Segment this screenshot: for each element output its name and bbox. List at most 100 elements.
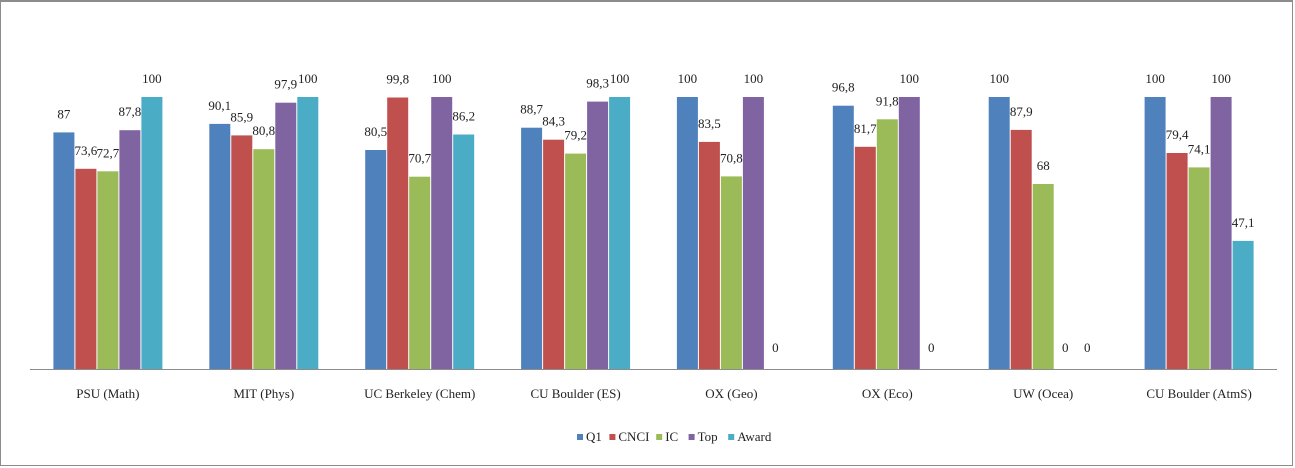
data-label-ic-1: 80,8	[252, 123, 275, 138]
category-label-3: CU Boulder (ES)	[530, 386, 620, 401]
legend-label-q1: Q1	[586, 429, 602, 444]
data-label-q1-6: 100	[989, 71, 1009, 86]
bar-award-7	[1232, 240, 1254, 369]
bar-cnci-5	[854, 146, 876, 369]
data-label-q1-1: 90,1	[208, 98, 231, 113]
bar-q1-5	[832, 105, 854, 369]
data-label-cnci-1: 85,9	[230, 109, 253, 124]
data-label-cnci-0: 73,6	[75, 143, 98, 158]
data-label-q1-7: 100	[1145, 71, 1165, 86]
bar-cnci-3	[543, 139, 565, 369]
legend: Q1 CNCI IC Top Award	[577, 429, 772, 444]
data-label-top-7: 100	[1211, 71, 1231, 86]
data-label-q1-4: 100	[678, 71, 698, 86]
data-label-ic-0: 72,7	[97, 145, 120, 160]
bar-ic-5	[876, 119, 898, 369]
category-labels-layer: PSU (Math) MIT (Phys) UC Berkeley (Chem) CU…	[76, 386, 1252, 401]
data-label-top-4: 100	[744, 71, 764, 86]
legend-swatch-cnci	[609, 434, 616, 440]
data-label-ic-3: 79,2	[564, 128, 587, 143]
category-label-5: OX (Eco)	[862, 386, 913, 401]
bar-award-0	[141, 97, 163, 369]
bar-ic-3	[565, 153, 587, 369]
bar-ic-0	[97, 171, 119, 369]
data-label-ic-2: 70,7	[408, 151, 431, 166]
category-label-0: PSU (Math)	[76, 386, 139, 401]
bar-q1-3	[521, 127, 543, 369]
bar-ic-2	[409, 176, 431, 369]
bar-top-1	[275, 102, 297, 369]
bar-cnci-0	[75, 168, 97, 369]
data-label-award-3: 100	[610, 71, 630, 86]
category-label-1: MIT (Phys)	[233, 386, 294, 401]
data-label-q1-3: 88,7	[520, 102, 543, 117]
legend-label-top: Top	[698, 429, 718, 444]
data-label-q1-0: 87	[57, 106, 71, 121]
legend-label-ic: IC	[665, 429, 678, 444]
bar-top-4	[742, 97, 764, 369]
data-label-ic-4: 70,8	[720, 150, 743, 165]
bar-q1-2	[365, 150, 387, 369]
legend-swatch-top	[688, 434, 695, 440]
bar-top-7	[1210, 97, 1232, 369]
bar-cnci-6	[1010, 129, 1032, 369]
data-label-award-4: 0	[772, 340, 779, 355]
bar-ic-7	[1188, 167, 1210, 369]
category-label-4: OX (Geo)	[705, 386, 757, 401]
bar-q1-1	[209, 123, 231, 370]
bar-ic-6	[1032, 184, 1054, 369]
data-label-award-5: 0	[928, 340, 935, 355]
data-label-top-3: 98,3	[586, 76, 609, 91]
data-label-award-7: 47,1	[1232, 215, 1255, 230]
data-label-award-6: 0	[1084, 340, 1091, 355]
data-label-ic-5: 91,8	[876, 93, 899, 108]
bar-cnci-2	[387, 97, 409, 369]
category-label-6: UW (Ocea)	[1013, 386, 1073, 401]
bar-cnci-7	[1166, 153, 1188, 369]
data-label-award-2: 86,2	[452, 109, 475, 124]
bar-q1-7	[1144, 97, 1166, 369]
data-label-top-0: 87,8	[119, 104, 142, 119]
data-label-cnci-2: 99,8	[386, 72, 409, 87]
category-label-2: UC Berkeley (Chem)	[364, 386, 475, 401]
data-label-q1-5: 96,8	[832, 80, 855, 95]
bar-top-0	[119, 130, 141, 369]
legend-swatch-award	[728, 434, 735, 440]
data-label-cnci-3: 84,3	[542, 114, 565, 129]
category-label-7: CU Boulder (AtmS)	[1146, 386, 1251, 401]
legend-swatch-q1	[577, 434, 583, 440]
legend-label-award: Award	[737, 429, 772, 444]
bar-q1-4	[676, 97, 698, 369]
data-label-top-5: 100	[900, 71, 920, 86]
data-label-ic-6: 68	[1037, 158, 1050, 173]
data-label-award-1: 100	[298, 71, 318, 86]
data-label-top-2: 100	[432, 71, 452, 86]
bar-top-2	[431, 97, 453, 369]
bars-layer	[53, 97, 1254, 370]
bar-ic-1	[253, 149, 275, 369]
bar-top-3	[587, 101, 609, 369]
legend-label-cnci: CNCI	[618, 429, 649, 444]
legend-swatch-ic	[656, 434, 663, 440]
bar-top-5	[898, 97, 920, 369]
bar-q1-6	[988, 97, 1010, 369]
bar-ic-4	[720, 176, 742, 369]
data-label-cnci-4: 83,5	[698, 116, 721, 131]
bar-award-3	[609, 97, 631, 369]
data-label-cnci-6: 87,9	[1010, 104, 1033, 119]
bar-cnci-4	[698, 141, 720, 369]
data-label-cnci-5: 81,7	[854, 121, 877, 136]
data-label-award-0: 100	[142, 71, 162, 86]
bar-award-1	[297, 97, 319, 369]
bar-award-2	[453, 134, 475, 369]
bar-q1-0	[53, 132, 75, 369]
data-label-q1-2: 80,5	[364, 124, 387, 139]
data-label-cnci-7: 79,4	[1166, 127, 1189, 142]
bar-cnci-1	[231, 135, 253, 369]
data-label-top-6: 0	[1062, 340, 1069, 355]
data-label-ic-7: 74,1	[1188, 141, 1211, 156]
data-label-top-1: 97,9	[274, 77, 297, 92]
